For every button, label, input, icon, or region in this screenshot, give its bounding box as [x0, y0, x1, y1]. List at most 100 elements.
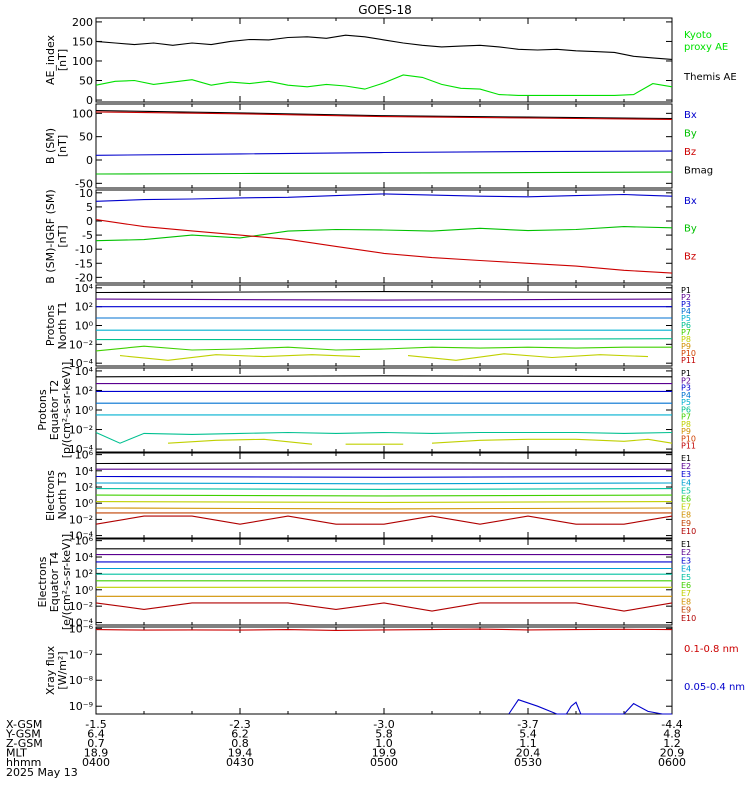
y-axis-label: Electrons	[44, 470, 57, 521]
orbit-value: 20.9	[660, 747, 685, 760]
legend-item: P5	[681, 314, 691, 323]
y-tick-label: 10⁻⁶	[69, 622, 94, 635]
legend-item: E7	[681, 589, 691, 598]
orbit-value: -3.7	[517, 718, 538, 731]
y-axis-label: [nT]	[56, 49, 69, 71]
y-tick-label: 10⁰	[75, 497, 94, 510]
y-tick-label: 50	[79, 131, 93, 144]
legend-item: P9	[681, 342, 691, 351]
legend-item: P4	[681, 391, 691, 400]
legend-item: 0.1-0.8 nm	[684, 644, 739, 655]
y-tick-label: 10⁴	[75, 365, 94, 378]
series-line-e6	[95, 494, 673, 497]
legend-item: E6	[681, 495, 691, 504]
orbit-value: 1.0	[375, 737, 393, 750]
legend-item: P3	[681, 384, 691, 393]
series-line-bx	[95, 150, 673, 156]
orbit-value: -2.3	[229, 718, 250, 731]
legend-item: E3	[681, 556, 691, 565]
series-line-e5	[95, 488, 673, 490]
legend-item: E2	[681, 462, 691, 471]
panel-frame	[95, 17, 673, 103]
orbit-row-label: X-GSM	[6, 718, 42, 731]
series-line-e3	[95, 475, 673, 478]
series-line-e10	[95, 602, 673, 612]
orbit-row-label: Y-GSM	[5, 728, 41, 741]
series-line-0-1-0-8-nm	[95, 628, 673, 631]
legend-item: P7	[681, 328, 691, 337]
legend-item: By	[684, 224, 697, 235]
y-axis-label: AE_index	[44, 34, 57, 85]
y-tick-label: 10⁻⁴	[69, 617, 94, 630]
panel-pe: 10⁴ 10² 10⁰ 10⁻² 10⁻⁴ Protons Equator T2 [p/(cm…	[36, 362, 696, 459]
y-tick-label: 0	[86, 215, 93, 228]
legend-item: E4	[681, 565, 691, 574]
panel-frame	[95, 626, 673, 715]
y-axis-label: North T3	[56, 472, 69, 520]
series-line-bz	[95, 219, 673, 274]
legend-item: E9	[681, 519, 691, 528]
y-tick-label: 150	[72, 35, 93, 48]
y-tick-label: 10²	[75, 567, 93, 580]
legend-item: P2	[681, 376, 691, 385]
series-line-themis-ae	[95, 34, 673, 60]
series-line-p6	[95, 431, 673, 444]
y-tick-label: 10⁻⁴	[69, 530, 94, 543]
y-tick-label: 100	[72, 107, 93, 120]
y-tick-label: 10⁰	[75, 320, 94, 333]
y-tick-label: 10²	[75, 384, 93, 397]
series-line-p1	[95, 375, 673, 378]
series-line-p2	[95, 298, 673, 301]
y-tick-label: -5	[82, 229, 93, 242]
legend-item: E8	[681, 597, 691, 606]
legend-item: E5	[681, 573, 691, 582]
series-line-e1	[95, 462, 673, 465]
y-tick-label: 10⁻⁸	[69, 674, 94, 687]
y-tick-label: 200	[72, 16, 93, 29]
legend-item: E9	[681, 606, 691, 615]
y-tick-label: -50	[75, 177, 93, 190]
y-tick-label: 10⁴	[75, 551, 94, 564]
panel-frame	[95, 284, 673, 367]
series-line-kyoto-proxy-ae	[95, 74, 673, 96]
orbit-value: 4.8	[663, 728, 681, 741]
series-line-p9	[407, 353, 649, 361]
panel-b: -50 0 50 100 B (SM) [nT] Bx By Bz Bmag	[44, 103, 713, 190]
legend-item: P1	[681, 369, 691, 378]
legend-item: E2	[681, 548, 691, 557]
y-tick-label: -20	[75, 271, 93, 284]
orbit-value: -1.5	[85, 718, 106, 731]
orbit-value: -3.0	[373, 718, 394, 731]
series-line-bx	[95, 193, 673, 202]
legend-item: P11	[681, 356, 696, 365]
orbit-value: -4.4	[661, 718, 682, 731]
legend-item: E10	[681, 614, 696, 623]
series-line-p7	[95, 345, 672, 352]
series-line-p8	[431, 438, 673, 444]
orbit-value: 1.1	[519, 737, 537, 750]
orbit-value: 0.8	[231, 737, 249, 750]
legend-item: P8	[681, 335, 691, 344]
legend-item: Themis AE	[683, 72, 737, 83]
y-axis-label: Electrons	[36, 556, 49, 607]
y-tick-label: 10⁴	[75, 282, 94, 295]
legend-item: 0.05-0.4 nm	[684, 682, 745, 693]
y-tick-label: -10	[75, 243, 93, 256]
y-tick-label: 10⁻²	[69, 338, 93, 351]
legend-item: Bx	[684, 196, 697, 207]
y-tick-label: 10⁻²	[69, 513, 93, 526]
legend-item: P10	[681, 434, 696, 443]
legend-item: E3	[681, 470, 691, 479]
y-tick-label: 0	[86, 94, 93, 107]
legend-item: Bz	[684, 147, 696, 158]
y-tick-label: 10⁻⁴	[69, 357, 94, 370]
y-tick-label: 10²	[75, 301, 93, 314]
series-line-p7	[167, 438, 313, 445]
series-line-e8	[95, 507, 673, 510]
legend-item: E1	[681, 540, 691, 549]
legend-item: P2	[681, 293, 691, 302]
orbit-row-label: Z-GSM	[6, 737, 43, 750]
legend-item: E10	[681, 527, 696, 536]
